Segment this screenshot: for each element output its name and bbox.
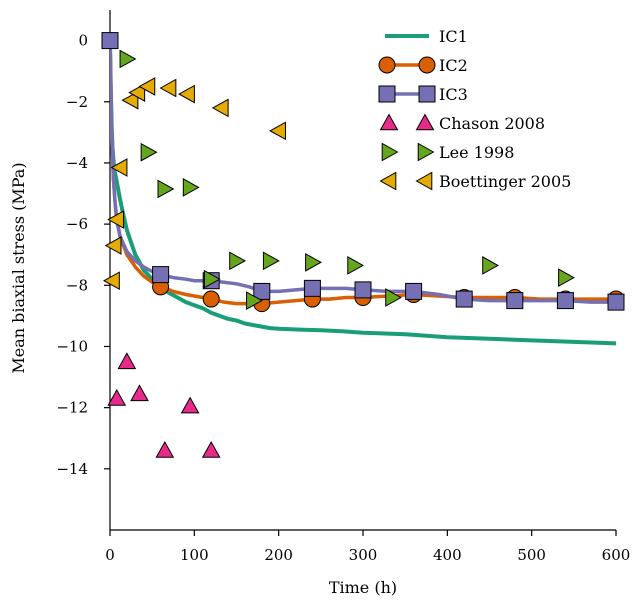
axes: 0 100 200 300 400 500 600 0 −2 −4 −6 −8 −10 −12 −14 xyxy=(56,10,630,564)
point-chason-2008 xyxy=(180,396,200,414)
legend-marker-chason-2008 xyxy=(415,113,435,131)
x-tick-label: 300 xyxy=(349,546,378,564)
legend-marker-ic2 xyxy=(378,56,396,74)
point-chason-2008 xyxy=(155,440,175,458)
point-boettinger-2005 xyxy=(211,98,229,118)
legend-label-ic1: IC1 xyxy=(439,27,468,46)
point-chason-2008 xyxy=(107,388,127,406)
point-lee-1998 xyxy=(246,291,263,310)
point-ic3 xyxy=(556,292,574,310)
point-ic3 xyxy=(354,281,372,299)
point-boettinger-2005 xyxy=(128,83,146,102)
x-tick-label: 100 xyxy=(180,546,209,564)
point-chason-2008 xyxy=(130,384,149,402)
y-tick-label: −2 xyxy=(66,93,88,111)
series-line-ic1 xyxy=(110,40,617,346)
point-lee-1998 xyxy=(140,142,158,162)
x-axis-label: Time (h) xyxy=(329,578,397,597)
point-lee-1998 xyxy=(347,256,365,275)
y-tick-label: −12 xyxy=(56,399,88,417)
legend-marker-lee-1998 xyxy=(381,142,399,162)
y-tick-label: −10 xyxy=(56,337,88,355)
point-lee-1998 xyxy=(262,251,280,271)
legend-marker-ic3 xyxy=(418,85,436,103)
x-tick-label: 0 xyxy=(105,546,115,564)
legend-label-boettinger-2005: Boettinger 2005 xyxy=(439,172,571,191)
x-tick-label: 500 xyxy=(517,546,546,564)
point-boettinger-2005 xyxy=(107,210,125,229)
point-boettinger-2005 xyxy=(103,271,120,291)
legend-label-chason-2008: Chason 2008 xyxy=(439,114,545,133)
point-ic3 xyxy=(405,282,423,300)
point-boettinger-2005 xyxy=(121,90,139,110)
point-ic2 xyxy=(202,290,220,308)
legend-marker-ic3 xyxy=(378,85,396,103)
legend-label-ic3: IC3 xyxy=(439,85,468,104)
point-boettinger-2005 xyxy=(159,78,177,98)
x-tick-label: 400 xyxy=(433,546,462,564)
point-lee-1998 xyxy=(229,251,247,271)
y-axis-label: Mean biaxial stress (MPa) xyxy=(9,162,28,373)
point-boettinger-2005 xyxy=(110,158,128,177)
point-lee-1998 xyxy=(305,253,322,272)
legend-label-lee-1998: Lee 1998 xyxy=(439,143,514,162)
legend: IC1 IC2 IC3 Chason 2008 Lee 1998 Boettinger 2… xyxy=(378,27,571,191)
legend-marker-ic2 xyxy=(418,56,436,74)
y-tick-label: 0 xyxy=(78,32,88,50)
point-boettinger-2005 xyxy=(138,77,156,96)
point-boettinger-2005 xyxy=(269,121,286,141)
legend-marker-chason-2008 xyxy=(379,113,399,131)
point-lee-1998 xyxy=(119,49,137,69)
point-ic3 xyxy=(506,292,524,310)
legend-marker-boettinger-2005 xyxy=(415,171,433,191)
point-ic3 xyxy=(607,293,625,311)
y-tick-label: −8 xyxy=(66,276,88,294)
point-chason-2008 xyxy=(201,440,221,458)
point-chason-2008 xyxy=(117,352,137,370)
y-tick-label: −14 xyxy=(56,460,88,478)
point-lee-1998 xyxy=(385,288,403,307)
point-boettinger-2005 xyxy=(178,84,195,104)
point-lee-1998 xyxy=(157,179,175,199)
point-ic3 xyxy=(152,266,170,284)
point-lee-1998 xyxy=(203,269,221,289)
series-layer xyxy=(101,32,625,458)
legend-marker-lee-1998 xyxy=(417,142,435,162)
point-ic3 xyxy=(455,290,473,308)
x-tick-label: 200 xyxy=(264,546,293,564)
point-ic3 xyxy=(253,282,271,300)
point-ic3 xyxy=(101,32,119,50)
point-lee-1998 xyxy=(482,256,500,275)
point-ic3 xyxy=(303,279,321,297)
point-lee-1998 xyxy=(182,178,200,197)
y-tick-label: −4 xyxy=(66,154,88,172)
legend-label-ic2: IC2 xyxy=(439,56,468,75)
x-tick-label: 600 xyxy=(602,546,631,564)
point-boettinger-2005 xyxy=(104,236,122,255)
point-lee-1998 xyxy=(558,268,575,287)
y-tick-label: −6 xyxy=(66,215,88,233)
legend-marker-boettinger-2005 xyxy=(379,171,397,191)
